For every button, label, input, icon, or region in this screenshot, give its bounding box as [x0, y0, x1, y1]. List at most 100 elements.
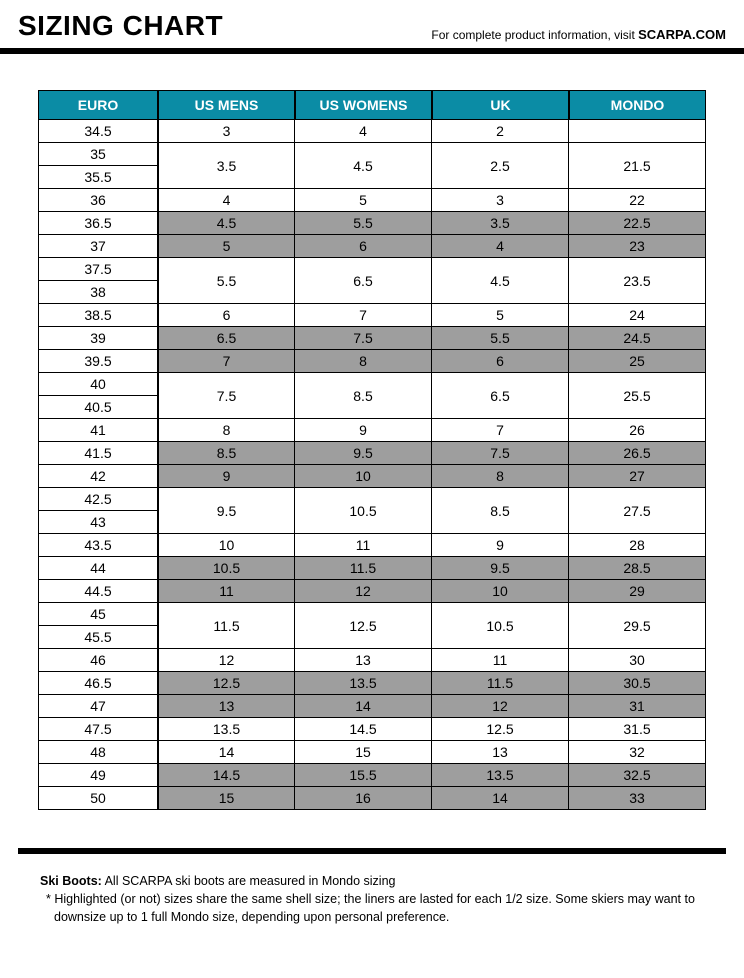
table-cell: 32.5: [569, 764, 706, 787]
euro-cell: 38: [38, 281, 158, 304]
table-cell: 3: [432, 189, 569, 212]
table-cell: 14: [432, 787, 569, 810]
table-cell: 6: [432, 350, 569, 373]
col-header-mondo: MONDO: [569, 90, 706, 120]
table-cell: 21.5: [569, 143, 706, 189]
euro-cell: 43: [38, 511, 158, 534]
table-cell: 16: [295, 787, 432, 810]
table-cell: 4: [158, 189, 295, 212]
euro-cell: 43.5: [38, 534, 158, 557]
euro-cell: 38.5: [38, 304, 158, 327]
table-cell: 9.5: [432, 557, 569, 580]
table-cell: 14: [158, 741, 295, 764]
subtitle-prefix: For complete product information, visit: [431, 28, 638, 42]
table-cell: 12.5: [158, 672, 295, 695]
table-cell: [569, 120, 706, 143]
table-cell: 11.5: [295, 557, 432, 580]
table-cell: 29.5: [569, 603, 706, 649]
table-cell: 7: [295, 304, 432, 327]
brand-link[interactable]: SCARPA.COM: [638, 27, 726, 42]
table-cell: 14.5: [158, 764, 295, 787]
table-cell: 13: [295, 649, 432, 672]
us-mens-column: 33.544.555.566.577.588.599.51010.51111.5…: [158, 120, 295, 810]
table-cell: 23.5: [569, 258, 706, 304]
table-cell: 15: [158, 787, 295, 810]
note-label: Ski Boots:: [40, 874, 102, 888]
sizing-chart: EURO US MENS US WOMENS UK MONDO 34.53535…: [0, 54, 744, 820]
euro-column: 34.53535.53636.53737.53838.53939.54040.5…: [38, 120, 158, 810]
euro-cell: 50: [38, 787, 158, 810]
table-cell: 4.5: [432, 258, 569, 304]
table-cell: 30: [569, 649, 706, 672]
table-cell: 26: [569, 419, 706, 442]
table-cell: 4.5: [158, 212, 295, 235]
table-cell: 8: [158, 419, 295, 442]
table-cell: 3.5: [158, 143, 295, 189]
table-cell: 11: [432, 649, 569, 672]
table-cell: 5: [295, 189, 432, 212]
table-cell: 8: [295, 350, 432, 373]
note-line-1: Ski Boots: All SCARPA ski boots are meas…: [40, 872, 704, 890]
table-cell: 14.5: [295, 718, 432, 741]
table-cell: 4: [432, 235, 569, 258]
euro-cell: 44.5: [38, 580, 158, 603]
col-header-us-mens: US MENS: [158, 90, 295, 120]
table-cell: 8: [432, 465, 569, 488]
col-header-euro: EURO: [38, 90, 158, 120]
euro-cell: 47: [38, 695, 158, 718]
euro-cell: 41.5: [38, 442, 158, 465]
table-cell: 7.5: [158, 373, 295, 419]
table-cell: 7: [158, 350, 295, 373]
table-cell: 9.5: [158, 488, 295, 534]
table-cell: 31.5: [569, 718, 706, 741]
table-cell: 12: [295, 580, 432, 603]
note-text-1: All SCARPA ski boots are measured in Mon…: [102, 874, 396, 888]
table-cell: 8.5: [432, 488, 569, 534]
table-cell: 25: [569, 350, 706, 373]
euro-cell: 41: [38, 419, 158, 442]
table-cell: 7: [432, 419, 569, 442]
table-cell: 13: [432, 741, 569, 764]
euro-cell: 46: [38, 649, 158, 672]
table-cell: 26.5: [569, 442, 706, 465]
euro-cell: 45: [38, 603, 158, 626]
table-cell: 10: [158, 534, 295, 557]
table-cell: 23: [569, 235, 706, 258]
table-cell: 24: [569, 304, 706, 327]
table-cell: 27.5: [569, 488, 706, 534]
table-cell: 29: [569, 580, 706, 603]
table-cell: 4: [295, 120, 432, 143]
table-cell: 11.5: [432, 672, 569, 695]
euro-cell: 48: [38, 741, 158, 764]
table-cell: 10.5: [158, 557, 295, 580]
col-header-us-womens: US WOMENS: [295, 90, 432, 120]
euro-cell: 39.5: [38, 350, 158, 373]
table-cell: 11: [158, 580, 295, 603]
page: SIZING CHART For complete product inform…: [0, 0, 744, 956]
table-cell: 6.5: [432, 373, 569, 419]
table-cell: 5.5: [432, 327, 569, 350]
uk-column: 22.533.544.555.566.577.588.599.51010.511…: [432, 120, 569, 810]
table-cell: 30.5: [569, 672, 706, 695]
col-header-uk: UK: [432, 90, 569, 120]
table-cell: 12.5: [295, 603, 432, 649]
table-cell: 5.5: [158, 258, 295, 304]
euro-cell: 35: [38, 143, 158, 166]
table-cell: 8.5: [158, 442, 295, 465]
table-cell: 12.5: [432, 718, 569, 741]
table-cell: 13: [158, 695, 295, 718]
section-divider: [18, 848, 726, 854]
table-cell: 8.5: [295, 373, 432, 419]
euro-cell: 36: [38, 189, 158, 212]
euro-cell: 44: [38, 557, 158, 580]
table-cell: 7.5: [432, 442, 569, 465]
table-body: 34.53535.53636.53737.53838.53939.54040.5…: [38, 120, 706, 810]
euro-cell: 47.5: [38, 718, 158, 741]
table-cell: 11.5: [158, 603, 295, 649]
table-cell: 10: [295, 465, 432, 488]
table-cell: 33: [569, 787, 706, 810]
table-cell: 2: [432, 120, 569, 143]
table-cell: 25.5: [569, 373, 706, 419]
table-cell: 32: [569, 741, 706, 764]
table-cell: 15: [295, 741, 432, 764]
